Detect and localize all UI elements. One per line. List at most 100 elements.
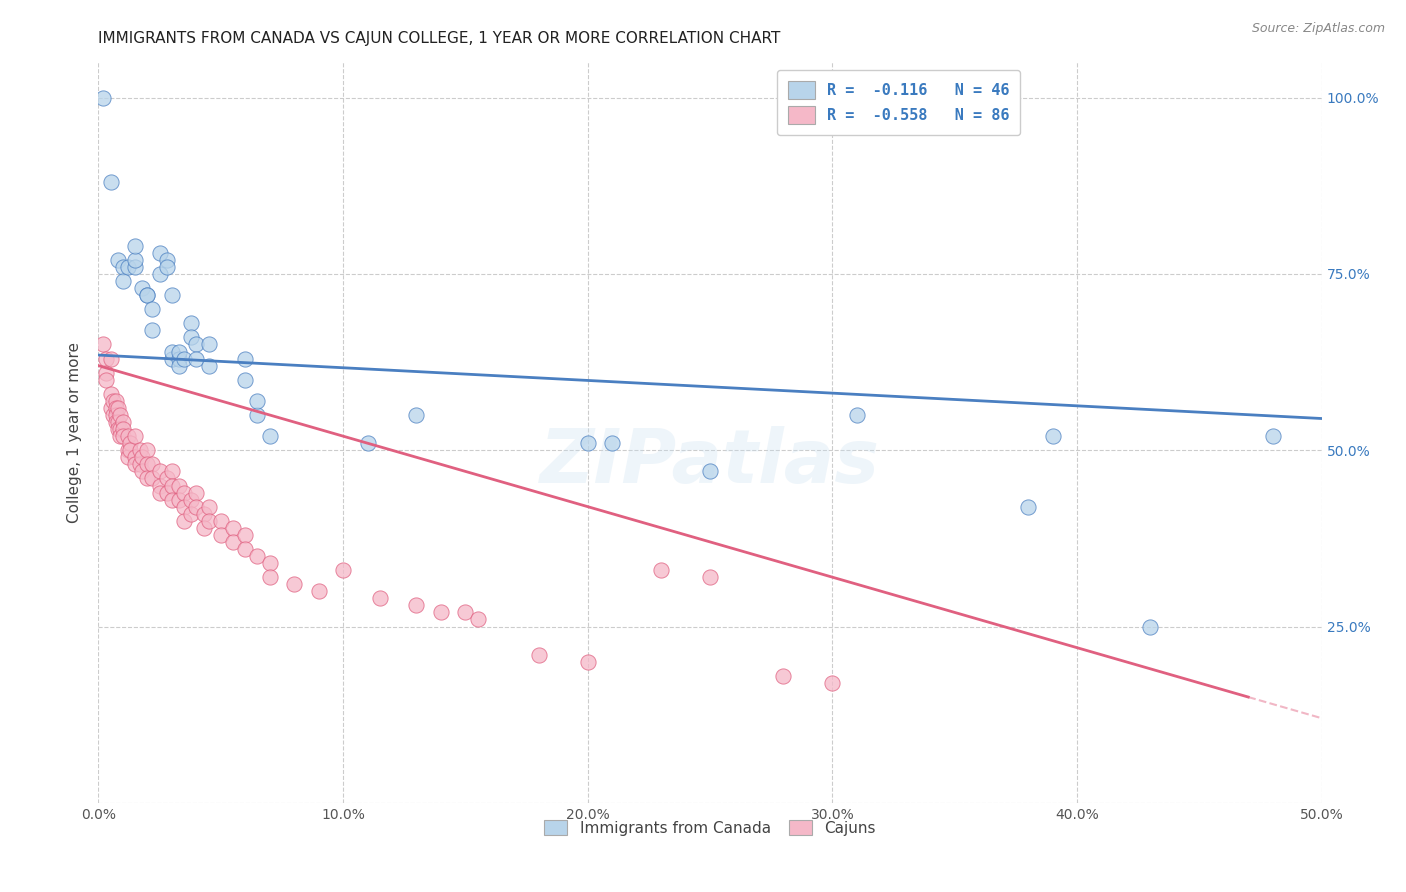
- Point: [454, 606, 477, 620]
- Point: [131, 281, 153, 295]
- Point: [156, 252, 179, 267]
- Point: [129, 458, 152, 472]
- Point: [160, 464, 183, 478]
- Point: [117, 260, 139, 274]
- Point: [101, 408, 124, 422]
- Point: [650, 563, 672, 577]
- Point: [197, 500, 219, 514]
- Legend: Immigrants from Canada, Cajuns: Immigrants from Canada, Cajuns: [537, 812, 883, 843]
- Point: [129, 443, 152, 458]
- Point: [104, 415, 127, 429]
- Point: [173, 351, 195, 366]
- Point: [94, 366, 117, 380]
- Point: [104, 408, 127, 422]
- Point: [1042, 429, 1064, 443]
- Text: Source: ZipAtlas.com: Source: ZipAtlas.com: [1251, 22, 1385, 36]
- Point: [180, 507, 202, 521]
- Point: [1017, 500, 1039, 514]
- Point: [160, 288, 183, 302]
- Point: [600, 436, 623, 450]
- Point: [149, 478, 172, 492]
- Point: [107, 401, 129, 415]
- Point: [104, 401, 127, 415]
- Point: [160, 351, 183, 366]
- Point: [193, 521, 215, 535]
- Point: [222, 535, 245, 549]
- Point: [100, 387, 122, 401]
- Point: [100, 351, 122, 366]
- Point: [186, 500, 208, 514]
- Point: [1261, 429, 1284, 443]
- Point: [233, 528, 256, 542]
- Point: [156, 260, 179, 274]
- Point: [111, 260, 134, 274]
- Point: [197, 514, 219, 528]
- Point: [772, 669, 794, 683]
- Point: [246, 549, 269, 563]
- Point: [107, 422, 129, 436]
- Point: [167, 359, 190, 373]
- Point: [117, 443, 139, 458]
- Point: [141, 323, 163, 337]
- Point: [173, 514, 195, 528]
- Point: [180, 492, 202, 507]
- Point: [156, 471, 179, 485]
- Point: [259, 570, 281, 584]
- Point: [173, 500, 195, 514]
- Point: [131, 464, 153, 478]
- Point: [136, 288, 159, 302]
- Point: [110, 429, 132, 443]
- Point: [136, 471, 159, 485]
- Point: [233, 351, 256, 366]
- Point: [91, 91, 114, 105]
- Point: [136, 288, 159, 302]
- Point: [100, 175, 122, 189]
- Point: [193, 507, 215, 521]
- Text: IMMIGRANTS FROM CANADA VS CAJUN COLLEGE, 1 YEAR OR MORE CORRELATION CHART: IMMIGRANTS FROM CANADA VS CAJUN COLLEGE,…: [98, 31, 780, 46]
- Point: [699, 464, 721, 478]
- Point: [91, 337, 114, 351]
- Point: [124, 260, 146, 274]
- Point: [405, 599, 427, 613]
- Point: [209, 528, 232, 542]
- Point: [111, 422, 134, 436]
- Point: [124, 239, 146, 253]
- Point: [156, 485, 179, 500]
- Point: [197, 337, 219, 351]
- Y-axis label: College, 1 year or more: College, 1 year or more: [67, 343, 83, 523]
- Point: [527, 648, 550, 662]
- Point: [180, 330, 202, 344]
- Point: [149, 267, 172, 281]
- Point: [160, 492, 183, 507]
- Point: [94, 351, 117, 366]
- Point: [111, 415, 134, 429]
- Point: [173, 485, 195, 500]
- Point: [246, 393, 269, 408]
- Point: [124, 450, 146, 465]
- Point: [576, 655, 599, 669]
- Point: [845, 408, 868, 422]
- Point: [131, 450, 153, 465]
- Point: [124, 458, 146, 472]
- Point: [136, 443, 159, 458]
- Point: [117, 450, 139, 465]
- Text: ZIPatlas: ZIPatlas: [540, 425, 880, 499]
- Point: [120, 436, 142, 450]
- Point: [576, 436, 599, 450]
- Point: [160, 344, 183, 359]
- Point: [149, 245, 172, 260]
- Point: [332, 563, 354, 577]
- Point: [246, 408, 269, 422]
- Point: [124, 252, 146, 267]
- Point: [107, 252, 129, 267]
- Point: [233, 373, 256, 387]
- Point: [197, 359, 219, 373]
- Point: [233, 541, 256, 556]
- Point: [111, 274, 134, 288]
- Point: [222, 521, 245, 535]
- Point: [141, 302, 163, 317]
- Point: [149, 485, 172, 500]
- Point: [356, 436, 378, 450]
- Point: [405, 408, 427, 422]
- Point: [107, 415, 129, 429]
